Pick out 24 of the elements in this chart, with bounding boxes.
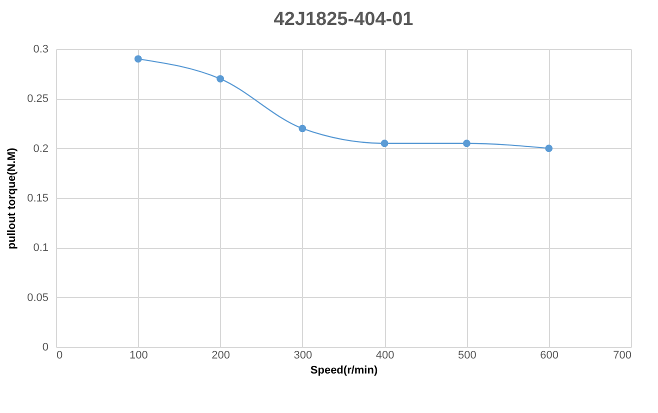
x-tick-label: 300 [294, 350, 312, 362]
y-tick-label: 0.2 [33, 142, 48, 155]
x-tick-label: 0 [56, 350, 63, 362]
point [298, 124, 306, 132]
y-tick-label: 0.05 [27, 292, 48, 304]
y-tick-label: 0.3 [33, 44, 48, 56]
point [380, 140, 388, 148]
point [463, 140, 470, 148]
x-tick-label: 600 [540, 350, 559, 362]
x-tick-label: 200 [212, 350, 230, 362]
point [134, 55, 142, 63]
point [216, 75, 224, 82]
x-tick-label: 700 [613, 350, 632, 362]
y-tick-label: 0 [42, 342, 48, 354]
x-tick-label: 400 [376, 350, 394, 362]
x-tick-label: 500 [458, 350, 476, 362]
point [545, 144, 553, 152]
y-tick-label: 0.25 [27, 93, 48, 106]
x-tick-label: 100 [129, 350, 148, 362]
chart-title: 42J1825-404-01 [274, 9, 414, 30]
y-tick-label: 0.15 [27, 192, 48, 204]
x-axis-title: Speed(r/min) [310, 364, 378, 376]
y-axis-title: pullout torque(N.M) [6, 147, 18, 250]
y-tick-label: 0.1 [33, 242, 48, 254]
